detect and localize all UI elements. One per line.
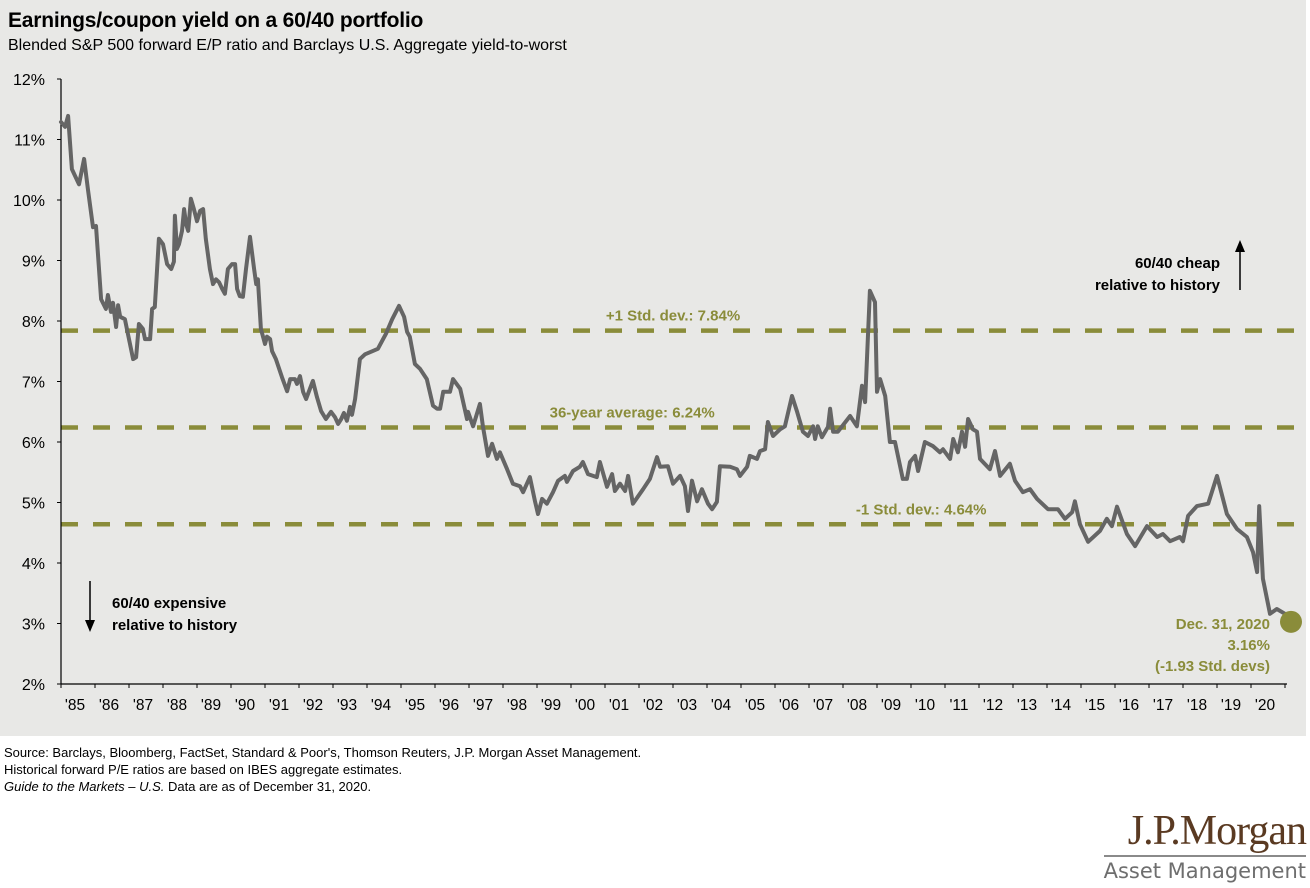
y-tick-label: 9% xyxy=(22,254,45,271)
x-tick-label: '03 xyxy=(677,697,697,714)
y-tick-label: 7% xyxy=(22,375,45,392)
x-tick-label: '98 xyxy=(507,697,527,714)
endpoint-label: (-1.93 Std. devs) xyxy=(1155,658,1270,675)
source-note: Source: Barclays, Bloomberg, FactSet, St… xyxy=(4,745,642,760)
x-tick-label: '87 xyxy=(133,697,153,714)
x-tick-label: '18 xyxy=(1187,697,1207,714)
y-tick-label: 2% xyxy=(22,677,45,694)
x-tick-label: '95 xyxy=(405,697,425,714)
x-tick-label: '88 xyxy=(167,697,187,714)
x-tick-label: '92 xyxy=(303,697,323,714)
x-tick-label: '11 xyxy=(949,697,968,714)
x-tick-label: '10 xyxy=(915,697,936,714)
guide-date: Data are as of December 31, 2020. xyxy=(164,779,372,794)
expensive-annotation: 60/40 expensive xyxy=(112,595,226,612)
cheap-annotation: 60/40 cheap xyxy=(1135,255,1220,272)
x-tick-label: '13 xyxy=(1017,697,1037,714)
y-tick-label: 10% xyxy=(13,193,45,210)
x-tick-label: '02 xyxy=(643,697,663,714)
x-tick-label: '05 xyxy=(745,697,765,714)
y-tick-label: 4% xyxy=(22,556,45,573)
chart-panel xyxy=(0,0,1306,736)
x-tick-label: '96 xyxy=(439,697,459,714)
x-tick-label: '20 xyxy=(1255,697,1276,714)
y-tick-label: 5% xyxy=(22,496,45,513)
x-tick-label: '14 xyxy=(1051,697,1072,714)
logo-divider xyxy=(1103,855,1306,857)
x-tick-label: '07 xyxy=(813,697,833,714)
y-tick-label: 6% xyxy=(22,435,45,452)
x-tick-label: '00 xyxy=(575,697,596,714)
x-tick-label: '16 xyxy=(1119,697,1139,714)
minus-1-std-dev-label: -1 Std. dev.: 4.64% xyxy=(856,501,987,518)
x-tick-label: '94 xyxy=(371,697,392,714)
logo-subtitle: Asset Management xyxy=(1103,859,1306,883)
x-tick-label: '08 xyxy=(847,697,867,714)
y-tick-label: 11% xyxy=(14,133,45,150)
y-tick-label: 8% xyxy=(22,314,45,331)
x-tick-label: '89 xyxy=(201,697,221,714)
jpmorgan-logo: J.P.Morgan Asset Management xyxy=(1103,808,1307,883)
x-tick-label: '97 xyxy=(473,697,493,714)
down-arrow-icon-head xyxy=(85,620,95,632)
y-tick-label: 3% xyxy=(22,617,45,634)
guide-title: Guide to the Markets – U.S. xyxy=(4,779,165,794)
x-tick-label: '19 xyxy=(1221,697,1241,714)
series-line xyxy=(59,113,1287,616)
average-label: 36-year average: 6.24% xyxy=(550,404,715,421)
logo-wordmark: J.P.Morgan xyxy=(1127,808,1307,854)
x-tick-label: '85 xyxy=(65,697,85,714)
x-tick-label: '90 xyxy=(235,697,256,714)
endpoint-label: 3.16% xyxy=(1227,637,1270,654)
x-tick-label: '86 xyxy=(99,697,119,714)
line-chart: 2% 3% 4% 5% 6% 7% 8% 9% 10% 11% 12% '85 '86 '87 '88 '89… xyxy=(13,72,1306,714)
x-tick-label: '12 xyxy=(983,697,1003,714)
methodology-note: Historical forward P/E ratios are based … xyxy=(4,762,403,777)
x-tick-label: '15 xyxy=(1085,697,1105,714)
x-tick-label: '09 xyxy=(881,697,901,714)
x-tick-label: '01 xyxy=(609,697,629,714)
plus-1-std-dev-label: +1 Std. dev.: 7.84% xyxy=(606,308,740,325)
x-tick-label: '17 xyxy=(1153,697,1173,714)
guide-note: Guide to the Markets – U.S. Data are as … xyxy=(4,779,371,794)
x-tick-label: '93 xyxy=(337,697,357,714)
endpoint-label: Dec. 31, 2020 xyxy=(1176,616,1270,633)
up-arrow-icon-head xyxy=(1235,240,1245,252)
x-tick-label: '91 xyxy=(269,697,289,714)
x-tick-label: '04 xyxy=(711,697,732,714)
y-tick-label: 12% xyxy=(13,72,45,89)
x-tick-label: '99 xyxy=(541,697,561,714)
endpoint-marker xyxy=(1280,610,1302,633)
chart-subtitle: Blended S&P 500 forward E/P ratio and Ba… xyxy=(8,37,567,54)
chart-title: Earnings/coupon yield on a 60/40 portfol… xyxy=(8,9,424,32)
cheap-annotation: relative to history xyxy=(1095,277,1221,294)
expensive-annotation: relative to history xyxy=(112,617,238,634)
x-tick-label: '06 xyxy=(779,697,799,714)
